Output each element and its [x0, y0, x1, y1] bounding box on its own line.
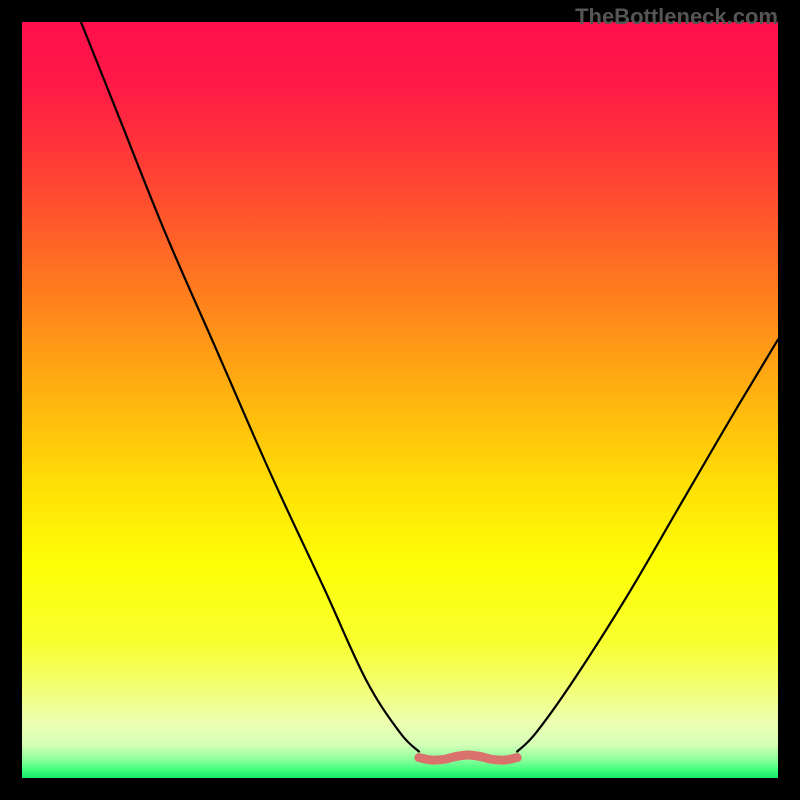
curve-right-branch [517, 340, 778, 752]
curve-layer [22, 22, 778, 778]
curve-left-branch [81, 22, 419, 752]
watermark-text: TheBottleneck.com [575, 4, 778, 30]
chart-stage: TheBottleneck.com [0, 0, 800, 800]
curve-flat-segment [419, 755, 517, 760]
plot-area [22, 22, 778, 778]
